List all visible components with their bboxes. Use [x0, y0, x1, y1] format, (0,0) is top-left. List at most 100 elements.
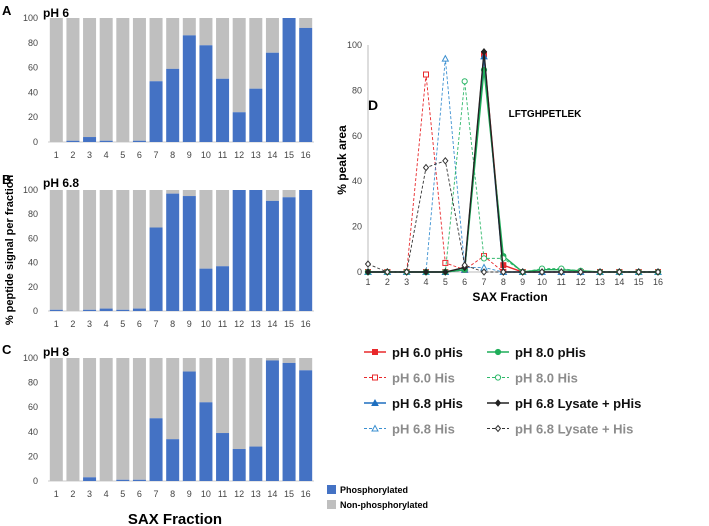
bar-phosphorylated — [182, 371, 196, 481]
bar-nonphosphorylated — [216, 358, 230, 434]
bar-nonphosphorylated — [199, 358, 213, 403]
panel-label: D — [368, 97, 378, 113]
bar-phosphorylated — [249, 88, 263, 142]
x-tick-label: 16 — [301, 489, 311, 499]
x-tick-label: 7 — [481, 277, 486, 287]
bar-phosphorylated — [299, 370, 313, 481]
bar-nonphosphorylated — [66, 18, 80, 141]
data-point — [538, 268, 546, 276]
series-line — [368, 54, 658, 273]
x-tick-label: 4 — [423, 277, 428, 287]
bar-phosphorylated — [216, 433, 230, 481]
legend-label: Phosphorylated — [340, 485, 408, 495]
x-tick-label: 11 — [218, 319, 227, 329]
y-tick-label: 80 — [28, 378, 38, 388]
y-tick-label: 0 — [33, 476, 38, 486]
bar-nonphosphorylated — [199, 18, 213, 46]
y-tick-label: 40 — [28, 87, 38, 97]
series-line — [368, 69, 658, 273]
x-tick-label: 14 — [267, 489, 277, 499]
x-tick-label: 8 — [170, 319, 175, 329]
panel-title: pH 6.8 — [43, 176, 79, 190]
bar-phosphorylated — [199, 268, 213, 311]
bar-phosphorylated — [149, 81, 163, 142]
x-tick-label: 4 — [104, 150, 109, 160]
bar-phosphorylated — [182, 35, 196, 142]
legend-marker — [372, 349, 378, 355]
y-tick-label: 20 — [28, 451, 38, 461]
bar-phosphorylated — [282, 197, 296, 311]
x-tick-label: 12 — [576, 277, 586, 287]
x-tick-label: 10 — [537, 277, 547, 287]
x-tick-label: 13 — [251, 319, 261, 329]
bar-nonphosphorylated — [182, 190, 196, 197]
bar-phosphorylated — [265, 200, 279, 311]
legend-marker — [494, 348, 502, 356]
x-tick-label: 10 — [201, 489, 211, 499]
data-point — [519, 268, 526, 276]
bar-phosphorylated — [83, 477, 97, 481]
bar-nonphosphorylated — [132, 358, 146, 480]
series-line — [368, 56, 658, 273]
y-tick-label: 20 — [352, 222, 362, 232]
bar-phosphorylated — [149, 418, 163, 481]
y-tick-label: 20 — [28, 112, 38, 122]
bar-nonphosphorylated — [83, 18, 97, 138]
y-tick-label: 40 — [28, 258, 38, 268]
x-tick-label: 11 — [218, 150, 227, 160]
y-tick-label: 100 — [23, 185, 38, 195]
bar-nonphosphorylated — [182, 18, 196, 36]
bar-phosphorylated — [265, 360, 279, 481]
legend-label: pH 6.8 His — [392, 422, 455, 437]
y-tick-label: 60 — [28, 233, 38, 243]
data-point — [616, 268, 623, 276]
data-point — [384, 268, 391, 276]
series-ph-6-8-phis — [364, 52, 662, 275]
data-point — [596, 268, 604, 276]
x-tick-label: 9 — [187, 150, 192, 160]
y-tick-label: 80 — [352, 85, 362, 95]
data-point — [635, 268, 642, 276]
data-point — [480, 268, 488, 276]
bar-nonphosphorylated — [232, 358, 246, 450]
y-tick-label: 60 — [28, 63, 38, 73]
data-point — [654, 268, 662, 276]
bar-nonphosphorylated — [66, 190, 80, 311]
bar-phosphorylated — [116, 309, 130, 311]
x-tick-label: 5 — [443, 277, 448, 287]
bar-phosphorylated — [249, 446, 263, 481]
data-point — [423, 71, 429, 78]
legend-label: Non-phosphorylated — [340, 500, 428, 510]
x-tick-label: 6 — [137, 319, 142, 329]
y-tick-label: 80 — [28, 209, 38, 219]
x-tick-label: 16 — [301, 319, 311, 329]
y-tick-label: 40 — [28, 427, 38, 437]
y-tick-label: 100 — [23, 353, 38, 363]
bar-nonphosphorylated — [66, 358, 80, 481]
x-tick-label: 7 — [154, 150, 159, 160]
y-axis-label: % peak area — [335, 125, 349, 195]
bar-nonphosphorylated — [49, 358, 63, 481]
bar-phosphorylated — [216, 78, 230, 142]
x-tick-label: 9 — [520, 277, 525, 287]
bar-phosphorylated — [49, 309, 63, 311]
data-point — [422, 163, 430, 172]
bar-nonphosphorylated — [299, 358, 313, 371]
x-tick-label: 15 — [634, 277, 644, 287]
panel-label: B — [2, 172, 11, 187]
data-point — [480, 48, 488, 56]
x-tick-label: 14 — [267, 150, 277, 160]
bar-nonphosphorylated — [166, 358, 180, 440]
y-tick-label: 60 — [352, 131, 362, 141]
bar-nonphosphorylated — [149, 190, 163, 228]
x-tick-label: 7 — [154, 319, 159, 329]
bar-nonphosphorylated — [116, 190, 130, 310]
legend-marker — [494, 399, 502, 407]
data-point — [558, 268, 565, 276]
legend-marker — [371, 424, 379, 432]
bar-nonphosphorylated — [249, 358, 263, 447]
x-tick-label: 14 — [614, 277, 624, 287]
bar-nonphosphorylated — [99, 18, 113, 141]
legend-swatch — [327, 500, 336, 509]
